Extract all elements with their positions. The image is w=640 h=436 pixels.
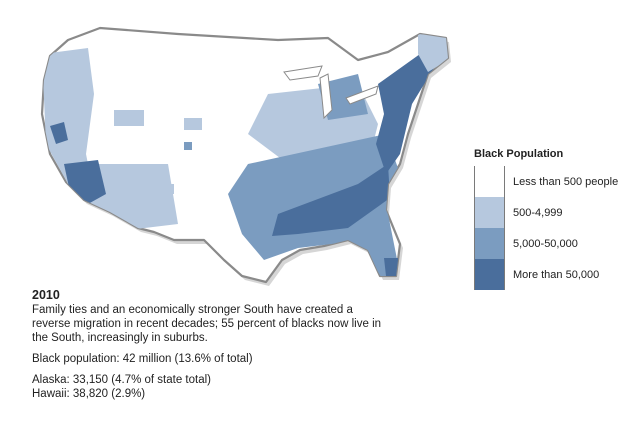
- legend-label: 5,000-50,000: [513, 237, 578, 250]
- legend-item: 500-4,999: [474, 197, 634, 228]
- region-denver: [184, 142, 192, 150]
- region-black-belt: [272, 164, 390, 236]
- region-southwest: [88, 164, 178, 230]
- legend-swatch: [474, 259, 505, 290]
- legend-label: More than 50,000: [513, 268, 600, 281]
- legend-label: Less than 500 people: [513, 175, 619, 188]
- legend-item: 5,000-50,000: [474, 228, 634, 259]
- lake-michigan: [319, 73, 333, 120]
- legend-swatch: [474, 228, 505, 259]
- region-plains-patch: [68, 58, 88, 72]
- region-plains-patch: [184, 118, 202, 130]
- caption-year: 2010: [32, 288, 60, 302]
- legend-swatch: [474, 197, 505, 228]
- region-south-florida: [384, 258, 400, 276]
- region-west-coast: [42, 48, 94, 184]
- legend-label: 500-4,999: [513, 206, 563, 219]
- region-sf-bay: [50, 122, 68, 144]
- legend-title: Black Population: [474, 148, 564, 160]
- legend-item: Less than 500 people: [474, 166, 634, 197]
- lake-superior: [283, 65, 323, 81]
- map-caption: 2010 Family ties and an economically str…: [32, 288, 392, 401]
- caption-description: Family ties and an economically stronger…: [32, 304, 382, 344]
- caption-hawaii: Hawaii: 38,820 (2.9%): [32, 388, 146, 400]
- region-new-england: [418, 34, 448, 72]
- region-plains-patch: [114, 110, 144, 126]
- caption-alaska: Alaska: 33,150 (4.7% of state total): [32, 374, 211, 386]
- region-northeast-corridor: [376, 54, 434, 174]
- map-legend: Black Population Less than 500 people 50…: [474, 148, 634, 290]
- caption-total: Black population: 42 million (13.6% of t…: [32, 353, 253, 365]
- lake-erie: [345, 85, 379, 105]
- us-county-map: [40, 26, 451, 286]
- legend-item: More than 50,000: [474, 259, 634, 290]
- region-plains-patch: [148, 184, 174, 194]
- legend-swatch: [474, 166, 505, 197]
